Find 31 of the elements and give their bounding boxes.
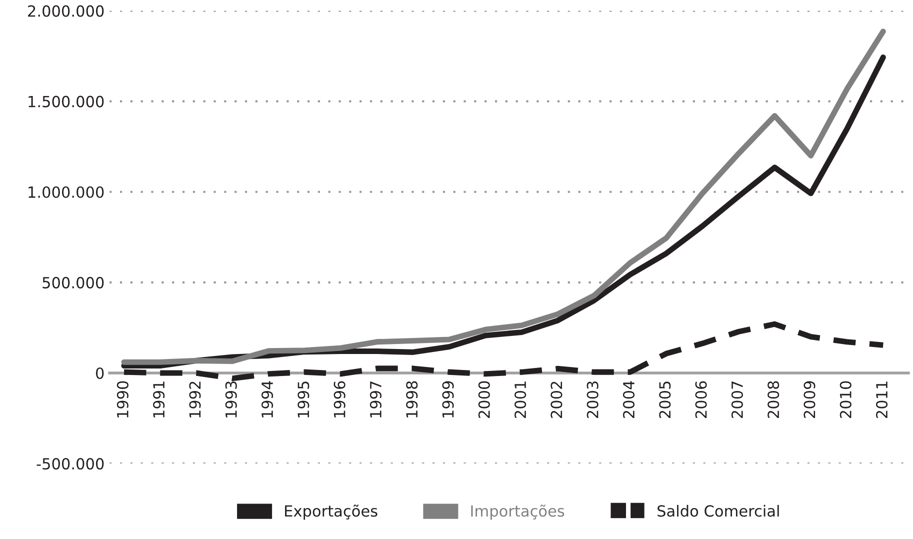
x-tick-label: 1993 [225, 381, 237, 418]
x-tick-label: 1991 [153, 382, 165, 418]
x-tick-label: 2007 [731, 382, 743, 418]
x-tick-label: 2003 [586, 381, 598, 418]
x-tick-label: 2008 [768, 381, 780, 418]
x-tick-label: 1990 [116, 381, 128, 418]
legend-label: Exportações [285, 504, 378, 520]
y-tick-label: -500.000 [36, 458, 104, 470]
x-tick-label: 1997 [370, 382, 382, 418]
x-tick-label: 1996 [334, 381, 346, 418]
x-tick-label: 1999 [442, 381, 454, 418]
x-tick-label: 2006 [695, 381, 707, 418]
x-tick-label: 1998 [406, 381, 418, 418]
x-tick-label: 1994 [261, 381, 274, 418]
x-tick-label: 1992 [189, 382, 201, 418]
x-tick-label: 2001 [514, 382, 526, 418]
x-tick-label: 2000 [478, 381, 490, 418]
x-tick-label: 2004 [622, 381, 635, 418]
x-tick-label: 2009 [804, 381, 816, 418]
y-tick-label: 1.000.000 [28, 186, 104, 198]
x-tick-label: 1995 [298, 382, 310, 418]
x-tick-label: 2011 [876, 382, 888, 418]
legend-label: Importações [471, 504, 564, 520]
y-tick-label: 500.000 [42, 276, 104, 288]
y-tick-label: 1.500.000 [28, 96, 104, 108]
x-tick-label: 2002 [550, 382, 562, 418]
y-tick-label: 0 [96, 367, 104, 380]
y-tick-label: 2.000.000 [28, 5, 104, 17]
legend-label: Saldo Comercial [658, 504, 779, 517]
x-tick-label: 2010 [840, 381, 852, 418]
x-tick-label: 2005 [659, 382, 671, 418]
